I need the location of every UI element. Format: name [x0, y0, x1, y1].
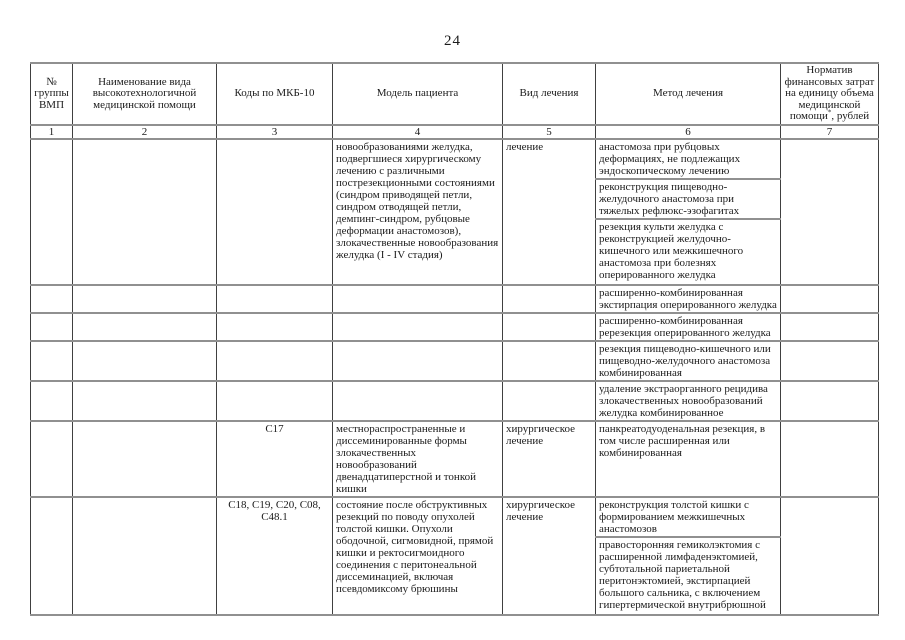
cell-group-number-empty — [30, 419, 73, 498]
table-row: новообразованиями желудка, подвергшиеся … — [30, 137, 879, 286]
cell-care-type-empty — [72, 283, 217, 314]
cell-treatment-method: реконструкция пищеводно-желудочного анас… — [595, 177, 781, 220]
cell-icd10-codes-empty — [216, 379, 333, 422]
cell-treatment-method: удаление экстраорганного рецидива злокач… — [595, 379, 781, 422]
cell-treatment-method: расширенно-комбинированная ререзекция оп… — [595, 311, 781, 342]
footnote-mark: * — [827, 108, 832, 117]
vmp-care-table: № группы ВМП Наименование вида высокотех… — [30, 62, 879, 616]
column-numbers-row: 1 2 3 4 5 6 7 — [30, 123, 879, 140]
cost-standard-suffix: , рублей — [831, 110, 870, 122]
header-icd10-codes: Коды по МКБ-10 — [216, 62, 333, 126]
cost-standard-text: Норматив финансовых затрат на единицу об… — [784, 64, 875, 122]
cell-icd10-codes-empty — [216, 311, 333, 342]
cell-treatment-kind-empty — [502, 379, 596, 422]
cell-care-type-empty — [72, 419, 217, 498]
cell-treatment-method: анастомоза при рубцовых деформациях, не … — [595, 137, 781, 180]
header-patient-model: Модель пациента — [332, 62, 503, 126]
cell-cost-standard-empty — [780, 379, 879, 422]
cell-care-type-empty — [72, 379, 217, 422]
column-number: 4 — [332, 123, 503, 140]
cell-icd10-codes: C18, C19, C20, C08, C48.1 — [216, 495, 333, 616]
header-care-type-name: Наименование вида высокотехнологичной ме… — [72, 62, 217, 126]
cell-cost-standard-empty — [780, 419, 879, 498]
table-row: удаление экстраорганного рецидива злокач… — [30, 379, 879, 422]
cell-cost-standard-empty — [780, 311, 879, 342]
table-header-row: № группы ВМП Наименование вида высокотех… — [30, 62, 879, 126]
cell-group-number-empty — [30, 339, 73, 382]
column-number: 5 — [502, 123, 596, 140]
cell-treatment-kind: хирургическое лечение — [502, 419, 596, 498]
cell-treatment-method: резекция культи желудка с реконструкцией… — [595, 217, 781, 286]
table-row: расширенно-комбинированная экстирпация о… — [30, 283, 879, 314]
cell-care-type-empty — [72, 495, 217, 616]
header-cost-standard: Норматив финансовых затрат на единицу об… — [780, 62, 879, 126]
cell-care-type-empty — [72, 339, 217, 382]
page-number: 24 — [444, 33, 461, 49]
cell-patient-model-empty — [332, 283, 503, 314]
cell-treatment-kind: лечение — [502, 137, 596, 286]
cell-treatment-kind-empty — [502, 283, 596, 314]
cell-cost-standard-empty — [780, 495, 879, 616]
cell-icd10-codes: C17 — [216, 419, 333, 498]
cell-group-number-empty — [30, 283, 73, 314]
cell-treatment-kind-empty — [502, 339, 596, 382]
cell-treatment-method: реконструкция толстой кишки с формирован… — [595, 495, 781, 538]
cell-care-type-empty — [72, 137, 217, 286]
table-row: резекция пищеводно-кишечного или пищевод… — [30, 339, 879, 382]
table-row: реконструкция пищеводно-желудочного анас… — [31, 177, 879, 220]
cell-treatment-kind: хирургическое лечение — [502, 495, 596, 616]
cell-patient-model: местнораспространенные и диссеминированн… — [332, 419, 503, 498]
cell-icd10-codes-empty — [216, 137, 333, 286]
header-group-number: № группы ВМП — [30, 62, 73, 126]
cell-patient-model-empty — [332, 311, 503, 342]
cell-patient-model: состояние после обструктивных резекций п… — [332, 495, 503, 616]
cell-care-type-empty — [72, 311, 217, 342]
table-row: резекция культи желудка с реконструкцией… — [31, 217, 879, 286]
cell-cost-standard-empty — [780, 283, 879, 314]
cell-treatment-method: резекция пищеводно-кишечного или пищевод… — [595, 339, 781, 382]
cell-patient-model-empty — [332, 339, 503, 382]
header-treatment-method: Метод лечения — [595, 62, 781, 126]
table-row: правосторонняя гемиколэктомия с расширен… — [31, 535, 879, 616]
cell-icd10-codes-empty — [216, 339, 333, 382]
cell-treatment-kind-empty — [502, 311, 596, 342]
table-row: C18, C19, C20, C08, C48.1 состояние посл… — [30, 495, 879, 616]
column-number: 3 — [216, 123, 333, 140]
cell-group-number-empty — [30, 137, 73, 286]
cell-treatment-method: панкреатодуоденальная резекция, в том чи… — [595, 419, 781, 498]
column-number: 2 — [72, 123, 217, 140]
table-row: расширенно-комбинированная ререзекция оп… — [30, 311, 879, 342]
cell-treatment-method: правосторонняя гемиколэктомия с расширен… — [595, 535, 781, 616]
cell-cost-standard-empty — [780, 137, 879, 286]
cell-patient-model: новообразованиями желудка, подвергшиеся … — [332, 137, 503, 286]
table-row: C17 местнораспространенные и диссеминиро… — [30, 419, 879, 498]
column-number: 1 — [30, 123, 73, 140]
cell-group-number-empty — [30, 495, 73, 616]
cell-treatment-method: расширенно-комбинированная экстирпация о… — [595, 283, 781, 314]
cell-patient-model-empty — [332, 379, 503, 422]
cell-group-number-empty — [30, 379, 73, 422]
cell-group-number-empty — [30, 311, 73, 342]
column-number: 7 — [780, 123, 879, 140]
column-number: 6 — [595, 123, 781, 140]
header-treatment-kind: Вид лечения — [502, 62, 596, 126]
cell-cost-standard-empty — [780, 339, 879, 382]
cell-icd10-codes-empty — [216, 283, 333, 314]
